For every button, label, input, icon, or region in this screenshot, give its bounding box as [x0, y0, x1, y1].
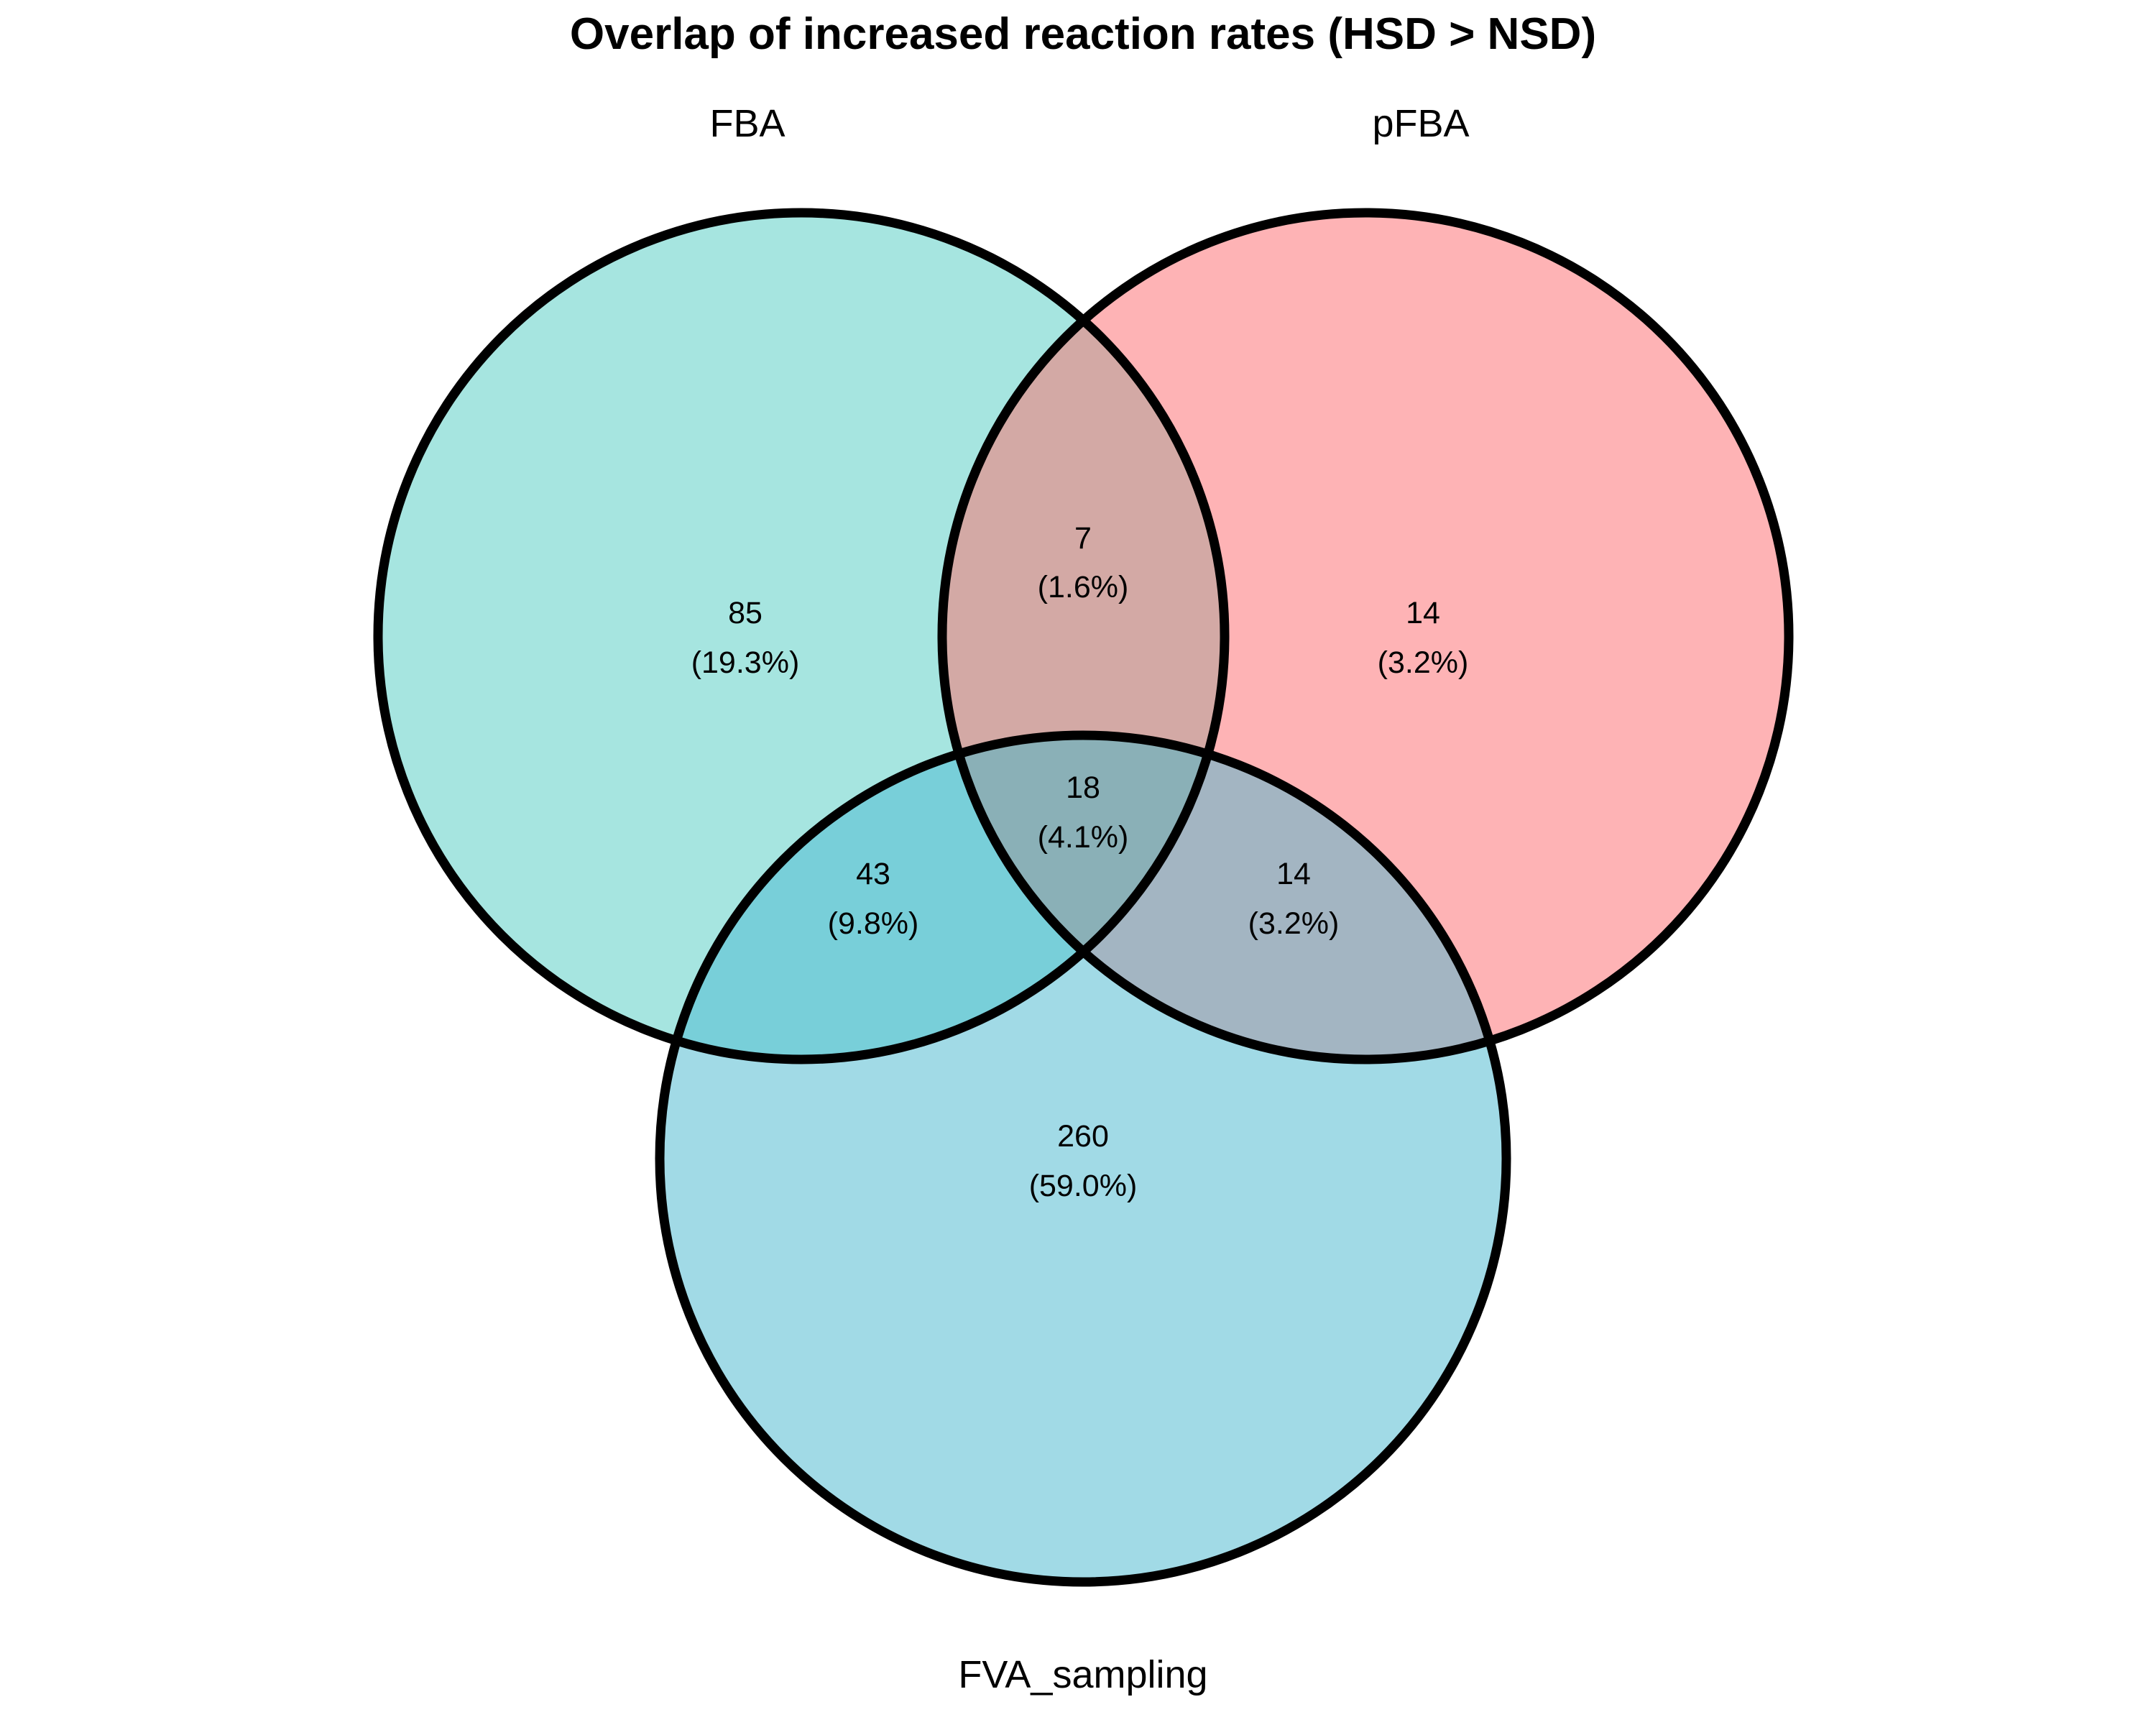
region-pfba-fva-count: 14: [1276, 857, 1311, 891]
region-fva-only-count: 260: [1057, 1119, 1109, 1154]
region-pfba-only-percent: (3.2%): [1378, 645, 1469, 680]
region-fba-only-percent: (19.3%): [691, 645, 800, 680]
region-fva-only-percent: (59.0%): [1029, 1169, 1138, 1203]
region-fba-pfba-percent: (1.6%): [1038, 570, 1129, 604]
region-fba-fva-percent: (9.8%): [828, 906, 919, 941]
fba-circle: [373, 208, 1230, 1064]
region-fba-only-count: 85: [728, 596, 763, 630]
region-all-three-count: 18: [1066, 770, 1100, 805]
region-all-three-fill: [942, 735, 1225, 1059]
set-outlines: [373, 208, 1794, 1587]
set-label-fba: FBA: [709, 102, 785, 145]
region-fills: [378, 213, 1789, 1582]
region-fba-fva-count: 43: [856, 857, 890, 891]
region-labels: 85 (19.3%) 14 (3.2%) 260 (59.0%) 7 (1.6%…: [691, 521, 1469, 1203]
pfba-circle: [937, 208, 1794, 1064]
set-label-pfba: pFBA: [1372, 102, 1469, 145]
region-pfba-fva-percent: (3.2%): [1248, 906, 1340, 941]
region-fba-pfba-count: 7: [1074, 521, 1092, 556]
chart-title: Overlap of increased reaction rates (HSD…: [570, 9, 1596, 59]
region-all-three-percent: (4.1%): [1038, 820, 1129, 855]
set-label-fva-sampling: FVA_sampling: [958, 1653, 1207, 1696]
region-pfba-only-count: 14: [1406, 596, 1440, 630]
fva-sampling-circle: [655, 730, 1511, 1587]
